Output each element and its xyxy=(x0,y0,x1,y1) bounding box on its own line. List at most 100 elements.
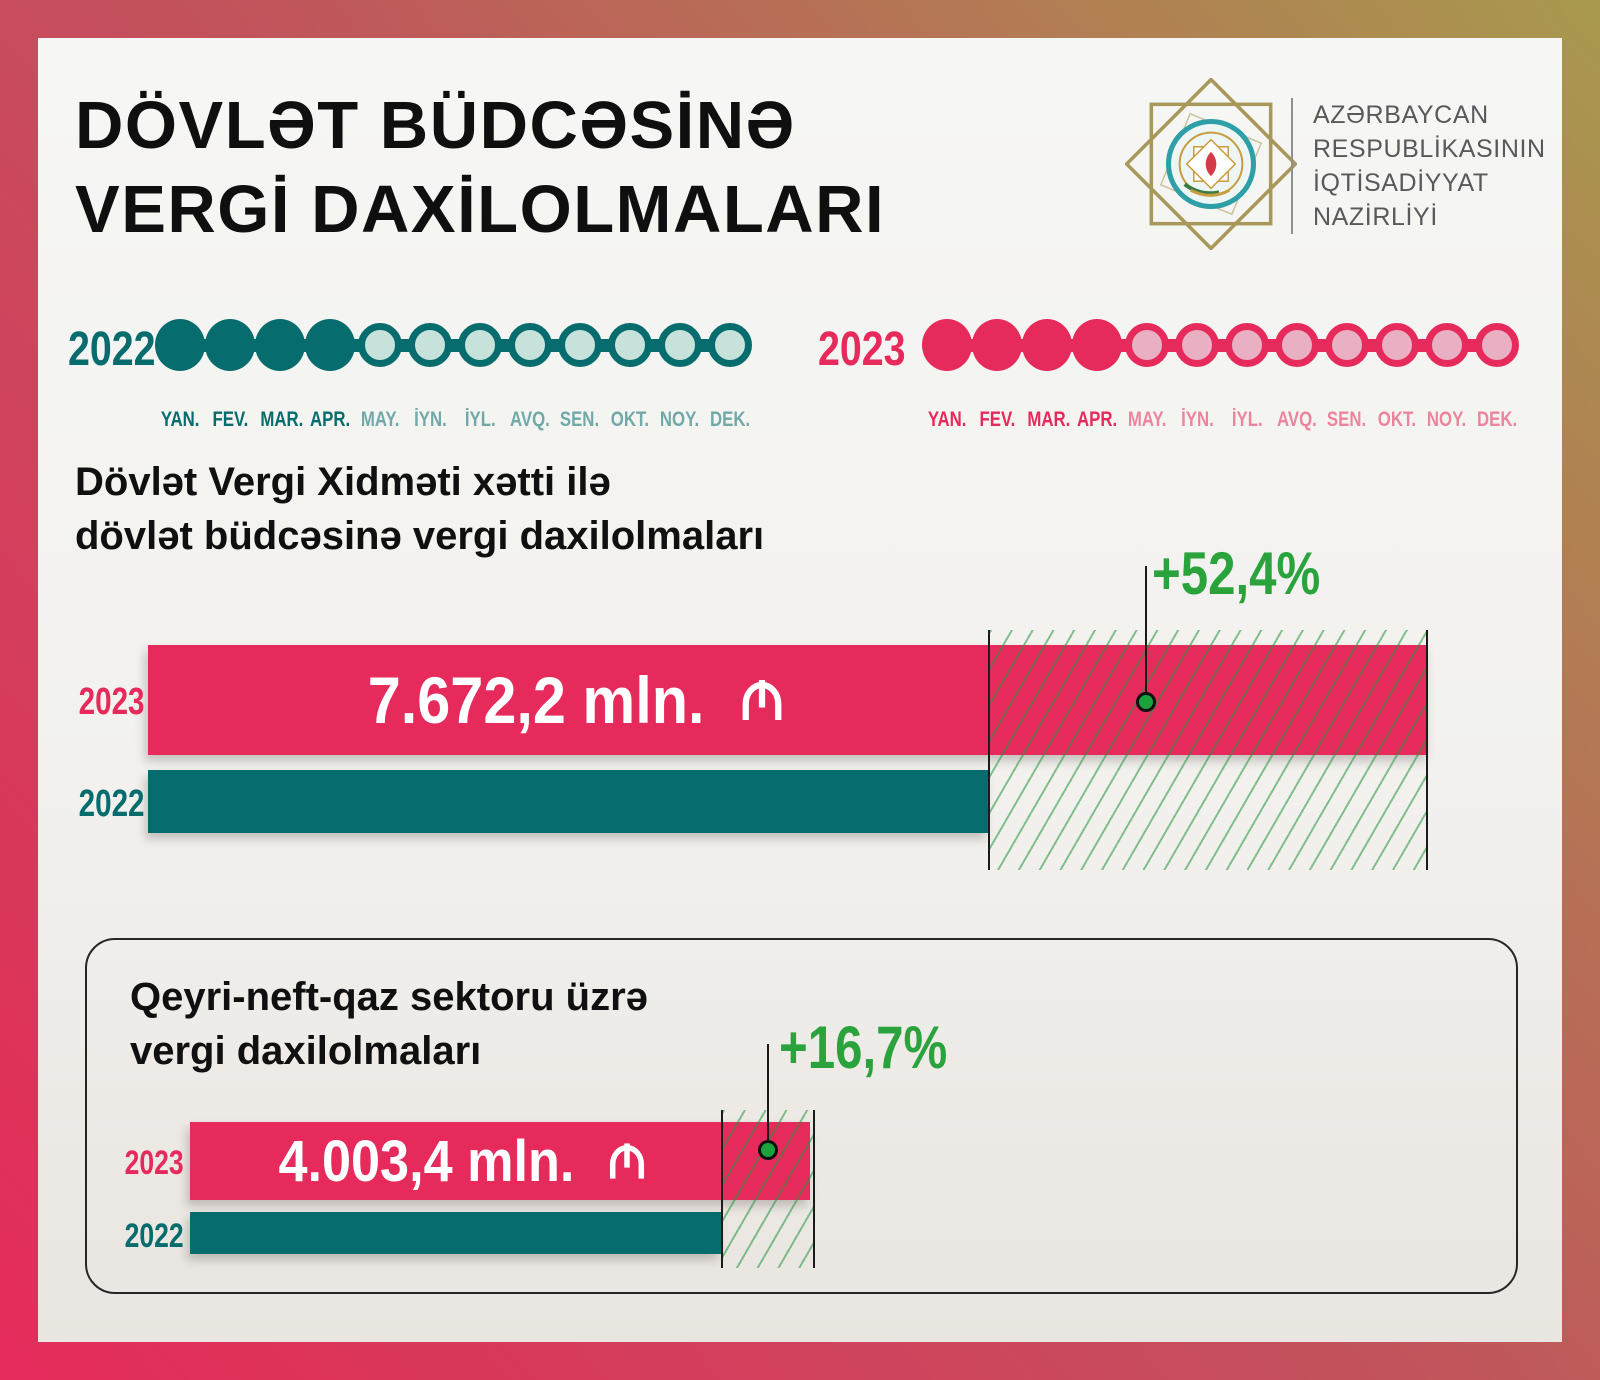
ministry-name-line: İQTİSADİYYAT xyxy=(1313,169,1489,197)
ministry-name-line: AZƏRBAYCAN xyxy=(1313,101,1489,129)
chart2-year-2023: 2023 xyxy=(104,1144,184,1183)
year-text: 2022 xyxy=(125,1217,184,1255)
month-label-2023-apr: APR. xyxy=(1072,408,1122,434)
timeline-2023-dots xyxy=(922,319,1522,371)
manat-symbol-icon xyxy=(609,1143,644,1179)
timeline-2022-dots xyxy=(155,319,755,371)
month-text: NOY. xyxy=(1427,408,1467,431)
chart1-year-2023: 2023 xyxy=(60,681,145,724)
chart1-year-2022: 2022 xyxy=(60,783,145,826)
value-text: 4.003,4 mln. xyxy=(278,1128,575,1194)
timeline-dotcell xyxy=(1472,319,1522,371)
timeline-dot-2022-fev xyxy=(205,319,255,371)
section2-title-line2: vergi daxilolmaları xyxy=(130,1029,482,1073)
page-title-line2: VERGİ DAXİLOLMALARI xyxy=(75,172,886,247)
month-text: SEN. xyxy=(560,408,600,431)
timeline-2023-year-label: 2023 xyxy=(818,323,928,379)
month-label-2022-may: MAY. xyxy=(355,408,405,434)
section1-title-line2: dövlət büdcəsinə vergi daxilolmaları xyxy=(75,514,765,558)
timeline-dot-2022-yan xyxy=(155,319,205,371)
non-oil-gas-box xyxy=(85,938,1518,1294)
timeline-dot-2023-apr xyxy=(1072,319,1122,371)
chart1-growth-hatch xyxy=(988,630,1428,870)
month-text: AVQ. xyxy=(510,408,550,431)
month-text: OKT. xyxy=(610,408,650,431)
timeline-dot-2022-i̇yn xyxy=(408,323,452,367)
chart1-bar-2023-value: 7.672,2 mln. xyxy=(148,645,988,755)
chart2-pointer-dot xyxy=(758,1140,778,1160)
timeline-dot-2023-sen xyxy=(1325,323,1369,367)
timeline-dot-2022-sen xyxy=(558,323,602,367)
ministry-emblem-icon xyxy=(1124,77,1298,251)
month-text: İYN. xyxy=(413,408,447,431)
year-text: 2023 xyxy=(78,681,145,723)
timeline-dotcell xyxy=(922,319,972,371)
ministry-name-line: RESPUBLİKASININ xyxy=(1313,135,1546,163)
month-text: İYL. xyxy=(1231,408,1263,431)
timeline-dot-2023-noy xyxy=(1425,323,1469,367)
timeline-dotcell xyxy=(1272,319,1322,371)
timeline-dotcell xyxy=(1172,319,1222,371)
month-label-2023-sen: SEN. xyxy=(1322,408,1372,434)
month-text: OKT. xyxy=(1377,408,1417,431)
chart2-bar-2023 xyxy=(190,1122,810,1200)
month-label-2023-i̇yl: İYL. xyxy=(1222,408,1272,434)
growth-text: +52,4% xyxy=(1152,540,1321,607)
timeline-dotcell xyxy=(155,319,205,371)
timeline-dot-2022-avq xyxy=(508,323,552,367)
chart1-pointer-dot xyxy=(1136,692,1156,712)
timeline-dotcell xyxy=(1422,319,1472,371)
month-label-2022-sen: SEN. xyxy=(555,408,605,434)
month-label-2022-avq: AVQ. xyxy=(505,408,555,434)
month-label-2022-yan: YAN. xyxy=(155,408,205,434)
timeline-2023-months: YAN. FEV. MAR. APR. MAY. İYN. İYL. AVQ. SEN. OKT.… xyxy=(922,408,1522,434)
month-text: İYL. xyxy=(464,408,496,431)
month-label-2022-apr: APR. xyxy=(305,408,355,434)
month-label-2023-may: MAY. xyxy=(1122,408,1172,434)
timeline-dotcell xyxy=(972,319,1022,371)
timeline-2022-months: YAN. FEV. MAR. APR. MAY. İYN. İYL. AVQ. SEN. OKT.… xyxy=(155,408,755,434)
timeline-dotcell xyxy=(1022,319,1072,371)
timeline-dotcell xyxy=(355,319,405,371)
timeline-dotcell xyxy=(1122,319,1172,371)
timeline-dotcell xyxy=(655,319,705,371)
ministry-name-line: NAZİRLİYİ xyxy=(1313,203,1438,231)
timeline-dot-2022-may xyxy=(358,323,402,367)
timeline-dot-2023-may xyxy=(1125,323,1169,367)
month-label-2022-i̇yn: İYN. xyxy=(405,408,455,434)
month-text: MAR. xyxy=(260,408,304,431)
month-label-2022-noy: NOY. xyxy=(655,408,705,434)
page-title: DÖVLƏT BÜDCƏSİNƏ VERGİ DAXİLOLMALARI xyxy=(75,84,885,252)
month-text: YAN. xyxy=(927,408,967,431)
month-label-2023-okt: OKT. xyxy=(1372,408,1422,434)
timeline-dot-2023-i̇yl xyxy=(1225,323,1269,367)
page-title-line1: DÖVLƏT BÜDCƏSİNƏ xyxy=(75,88,796,163)
month-label-2023-fev: FEV. xyxy=(972,408,1022,434)
timeline-dotcell xyxy=(505,319,555,371)
chart2-bar-2022 xyxy=(190,1212,721,1254)
timeline-dot-2023-dek xyxy=(1475,323,1519,367)
timeline-dot-2023-avq xyxy=(1275,323,1319,367)
month-text: DEK. xyxy=(710,408,751,431)
ministry-logo xyxy=(1124,77,1525,253)
timeline-dot-2022-i̇yl xyxy=(458,323,502,367)
chart1-growth-label: +52,4% xyxy=(1152,544,1357,604)
timeline-dot-2022-dek xyxy=(708,323,752,367)
timeline-dotcell xyxy=(605,319,655,371)
year-text: 2023 xyxy=(818,323,906,376)
month-text: DEK. xyxy=(1477,408,1518,431)
timeline-dot-2023-i̇yn xyxy=(1175,323,1219,367)
month-text: MAY. xyxy=(1127,408,1167,431)
timeline-dot-2022-mar xyxy=(255,319,305,371)
month-label-2023-i̇yn: İYN. xyxy=(1172,408,1222,434)
month-text: FEV. xyxy=(212,408,248,431)
month-text: APR. xyxy=(310,408,351,431)
timeline-dotcell xyxy=(555,319,605,371)
month-label-2023-noy: NOY. xyxy=(1422,408,1472,434)
timeline-dotcell xyxy=(1072,319,1122,371)
month-label-2023-dek: DEK. xyxy=(1472,408,1522,434)
month-text: YAN. xyxy=(160,408,200,431)
timeline-dot-2023-yan xyxy=(922,319,972,371)
month-label-2022-i̇yl: İYL. xyxy=(455,408,505,434)
